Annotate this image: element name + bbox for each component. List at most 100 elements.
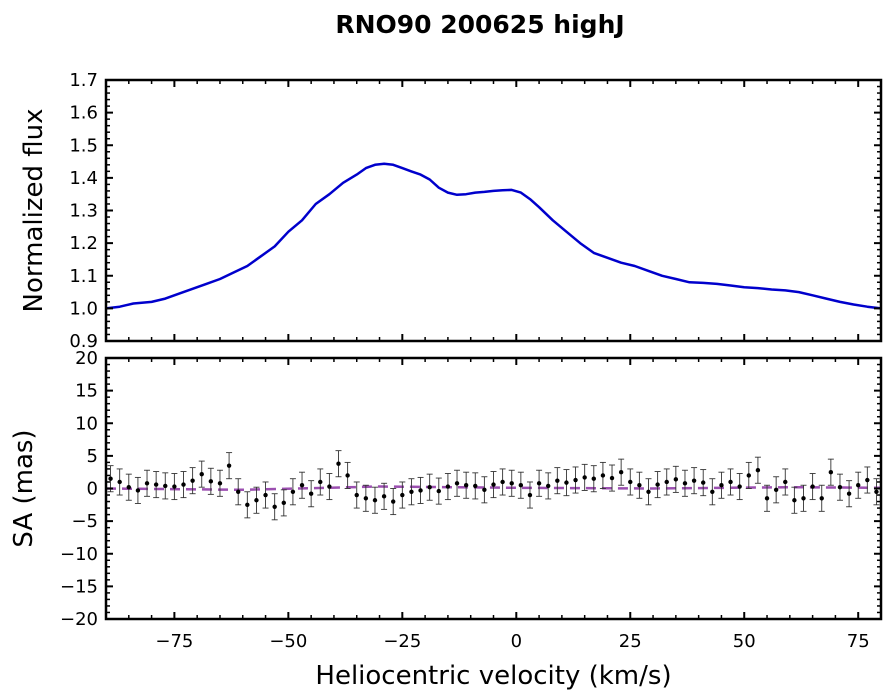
data-point — [236, 489, 241, 494]
sa-point — [609, 464, 616, 492]
data-point — [372, 498, 378, 503]
data-point — [354, 492, 359, 498]
data-point — [865, 477, 870, 483]
sa-point — [271, 493, 278, 521]
data-point — [764, 496, 770, 501]
data-point — [682, 481, 688, 486]
data-point — [564, 480, 569, 485]
sa-y-tick-label: −15 — [60, 576, 98, 597]
sa-point — [736, 473, 743, 501]
sa-point — [517, 471, 524, 499]
data-point — [391, 499, 396, 504]
data-point — [828, 469, 834, 475]
sa-point — [836, 473, 843, 501]
sa-point — [444, 473, 451, 501]
sa-point — [481, 476, 488, 504]
sa-point — [709, 478, 716, 506]
flux-y-tick-label: 0.9 — [69, 331, 98, 352]
flux-y-axis-label: Normalized flux — [19, 109, 49, 313]
data-point — [272, 504, 277, 509]
sa-point — [791, 486, 798, 514]
flux-y-tick-label: 1.2 — [69, 233, 98, 254]
data-point — [746, 473, 751, 478]
sa-point — [526, 481, 533, 509]
sa-point — [782, 468, 789, 496]
data-point — [226, 463, 232, 468]
sa-point — [326, 473, 333, 501]
data-point — [618, 469, 624, 475]
sa-point — [381, 482, 388, 510]
sa-point — [864, 466, 871, 494]
data-point — [819, 496, 824, 501]
data-point — [518, 483, 524, 488]
data-point — [454, 481, 460, 486]
flux-y-tick-label: 1.1 — [69, 266, 98, 287]
sa-point — [645, 478, 652, 506]
data-point — [546, 483, 551, 489]
sa-point — [672, 465, 679, 493]
data-point — [363, 496, 369, 501]
data-point — [837, 484, 843, 490]
sa-point — [654, 471, 661, 499]
sa-point — [627, 468, 634, 496]
sa-point — [262, 481, 269, 509]
sa-point — [563, 469, 570, 497]
data-point — [600, 473, 606, 478]
sa-point — [317, 468, 324, 496]
data-point — [463, 483, 469, 488]
sa-point — [663, 468, 670, 496]
sa-point — [572, 466, 579, 494]
sa-point — [207, 467, 214, 495]
data-point — [135, 488, 141, 493]
data-point — [308, 491, 314, 496]
sa-x-tick-label: 75 — [847, 631, 870, 652]
data-point — [664, 479, 669, 485]
data-point — [710, 489, 715, 494]
data-point — [473, 483, 478, 489]
data-point — [181, 482, 186, 487]
data-point — [409, 489, 414, 494]
sa-point — [153, 471, 160, 499]
sa-point — [299, 471, 306, 499]
sa-point — [809, 473, 816, 501]
sa-point — [244, 491, 251, 519]
data-point — [509, 481, 514, 486]
sa-point — [691, 467, 698, 495]
sa-point — [499, 468, 506, 496]
data-point — [628, 479, 633, 485]
sa-point — [180, 471, 187, 499]
x-axis-label: Heliocentric velocity (km/s) — [315, 661, 671, 691]
sa-point — [408, 478, 415, 506]
sa-point — [198, 460, 205, 488]
sa-point — [426, 473, 433, 501]
sa-point — [280, 489, 287, 517]
data-point — [591, 476, 596, 481]
sa-point — [226, 452, 233, 480]
sa-point — [873, 478, 880, 506]
sa-point — [253, 486, 260, 514]
data-point — [673, 477, 679, 482]
data-point — [500, 479, 505, 485]
data-point — [655, 482, 660, 487]
sa-point — [134, 476, 141, 504]
data-point — [144, 481, 150, 486]
data-point — [701, 480, 706, 485]
sa-point — [463, 471, 470, 499]
sa-point — [681, 469, 688, 497]
sa-y-tick-label: 20 — [75, 348, 98, 369]
sa-y-tick-label: −5 — [71, 511, 98, 532]
data-point — [846, 491, 852, 496]
data-point — [290, 489, 296, 494]
data-point — [418, 488, 423, 493]
sa-point — [308, 480, 315, 508]
sa-point — [590, 465, 597, 493]
data-point — [427, 484, 432, 490]
data-point — [263, 492, 268, 498]
chart-title: RNO90 200625 highJ — [335, 10, 624, 39]
sa-point — [800, 484, 807, 512]
sa-y-tick-label: 5 — [87, 446, 98, 467]
sa-y-tick-label: 10 — [75, 413, 98, 434]
sa-y-tick-label: −10 — [60, 544, 98, 565]
